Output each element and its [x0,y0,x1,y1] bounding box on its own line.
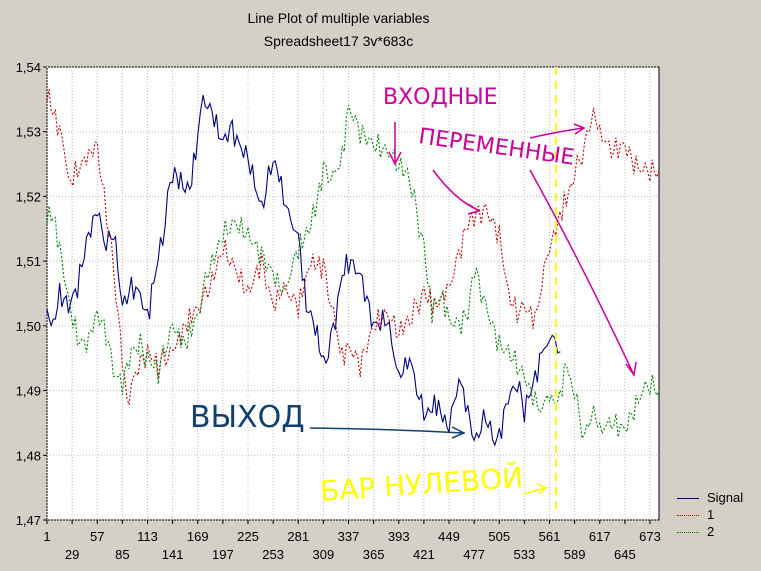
y-tick-label: 1,53 [16,125,41,140]
chart-title: Line Plot of multiple variables [247,10,430,26]
arrow-zero-bar [523,483,548,495]
x-tick-label: 393 [388,529,410,544]
x-tick-label: 57 [90,529,104,544]
x-tick-label: 141 [162,547,184,562]
y-tick-label: 1,52 [16,189,41,204]
y-axis-tick-labels: 1,47 1,48 1,49 1,50 1,51 1,52 1,53 1,54 [16,60,41,528]
x-tick-label: 29 [65,547,79,562]
legend-item-signal: Signal [677,490,743,505]
y-tick-label: 1,49 [16,384,41,399]
x-tick-label: 561 [539,529,561,544]
annotation-output: ВЫХОД [190,400,305,435]
legend-item-1: 1 [677,507,714,522]
x-tick-label: 85 [115,547,129,562]
x-tick-label: 225 [237,529,259,544]
x-tick-label: 449 [438,529,460,544]
x-tick-label: 505 [488,529,510,544]
legend-label-2: 2 [707,524,715,539]
x-axis-tick-labels: 1 57 113 169 225 281 337 393 449 505 561 617 673 29 85… [43,529,660,562]
series-line-signal [46,94,561,447]
x-tick-label: 253 [262,547,284,562]
legend-swatch-2 [677,532,699,534]
y-tick-label: 1,51 [16,254,41,269]
arrow-inputs-to-series1 [432,169,481,215]
x-tick-label: 1 [43,529,50,544]
series-lines [46,89,660,447]
series-line-2 [46,105,660,441]
annotation-inputs-1: ВХОДНЫЕ [383,85,498,110]
chart-subtitle: Spreadsheet17 3v*683c [263,33,414,49]
x-tick-label: 617 [589,529,611,544]
x-tick-label: 533 [514,547,536,562]
x-tick-label: 645 [614,547,636,562]
y-tick-label: 1,48 [16,448,41,463]
x-tick-label: 337 [338,529,360,544]
x-tick-label: 365 [363,547,385,562]
legend-swatch-signal [677,498,699,500]
y-tick-label: 1,47 [16,513,41,528]
x-tick-label: 421 [413,547,435,562]
x-tick-label: 113 [137,529,158,544]
x-tick-label: 589 [564,547,586,562]
legend-item-2: 2 [677,524,714,539]
legend-swatch-1 [677,515,699,517]
x-tick-label: 309 [313,547,335,562]
annotation-marks [309,67,637,512]
plot-area [46,66,660,521]
y-tick-label: 1,54 [16,60,41,75]
x-tick-label: 477 [463,547,485,562]
legend-label-1: 1 [707,507,715,522]
legend-label-signal: Signal [707,490,744,505]
y-tick-label: 1,50 [16,319,41,334]
series-line-1 [46,89,660,405]
arrow-output [309,426,466,439]
arrow-inputs-down [388,122,402,166]
x-tick-label: 673 [639,529,661,544]
arrow-inputs-right [529,123,586,139]
x-tick-label: 281 [287,529,309,544]
x-tick-label: 169 [187,529,209,544]
arrow-inputs-to-series2 [529,169,637,377]
x-tick-label: 197 [212,547,234,562]
